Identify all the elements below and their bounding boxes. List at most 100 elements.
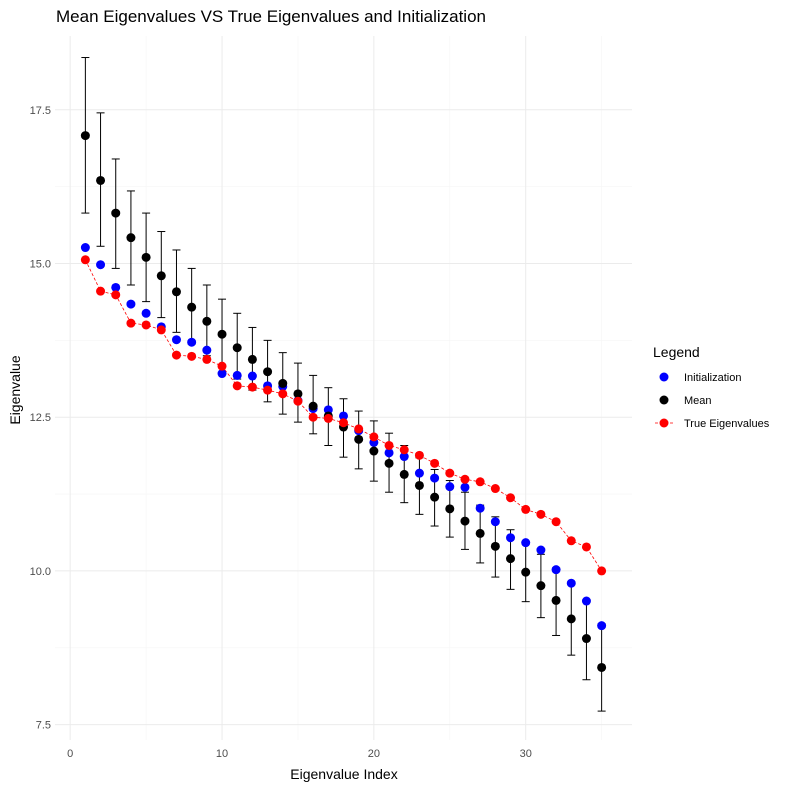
data-points xyxy=(80,131,607,672)
true-eigenvalue-point xyxy=(506,493,516,503)
legend: Legend Initialization Mean True Eigenval… xyxy=(653,344,770,430)
initialization-point xyxy=(521,538,531,548)
initialization-point xyxy=(111,282,121,292)
mean-point xyxy=(111,208,121,218)
true-eigenvalue-point xyxy=(278,389,288,399)
error-bars xyxy=(81,57,606,712)
true-eigenvalue-point xyxy=(475,477,485,487)
true-eigenvalue-point xyxy=(384,440,394,450)
initialization-point xyxy=(399,452,409,462)
y-axis-title: Eigenvalue xyxy=(7,355,23,424)
mean-point xyxy=(399,469,409,479)
true-eigenvalue-point xyxy=(521,504,531,514)
true-eigenvalue-point xyxy=(111,290,121,300)
mean-point xyxy=(293,389,303,399)
mean-point xyxy=(521,567,531,577)
mean-point xyxy=(430,492,440,502)
x-axis-title: Eigenvalue Index xyxy=(290,766,397,782)
true-eigenvalue-point xyxy=(597,566,607,576)
initialization-point xyxy=(247,371,257,381)
true-eigenvalue-point xyxy=(354,424,364,434)
legend-label-initialization: Initialization xyxy=(684,372,741,384)
true-eigenvalue-point xyxy=(126,318,136,328)
initialization-point xyxy=(384,448,394,458)
legend-label-true-eigenvalues: True Eigenvalues xyxy=(684,418,770,430)
series-mean xyxy=(80,131,607,672)
true-eigenvalue-point xyxy=(414,450,424,460)
true-eigenvalue-point xyxy=(171,350,181,360)
legend-key-initialization xyxy=(659,372,669,382)
initialization-point xyxy=(414,468,424,478)
mean-point xyxy=(96,175,106,185)
true-eigenvalue-point xyxy=(581,542,591,552)
mean-point xyxy=(354,434,364,444)
mean-point xyxy=(217,329,227,339)
y-tick-label: 17.5 xyxy=(30,105,51,117)
x-tick-label: 20 xyxy=(368,748,380,760)
x-tick-label: 10 xyxy=(216,748,228,760)
mean-point xyxy=(566,614,576,624)
true-eigenvalue-point xyxy=(96,286,106,296)
legend-key-true-eigenvalues xyxy=(659,418,669,428)
initialization-point xyxy=(217,369,227,379)
true-eigenvalue-point xyxy=(369,432,379,442)
true-eigenvalue-point xyxy=(80,255,90,265)
initialization-point xyxy=(566,578,576,588)
y-tick-label: 12.5 xyxy=(30,412,51,424)
legend-item-mean: Mean xyxy=(659,395,712,407)
true-eigenvalue-point xyxy=(339,418,348,428)
legend-title: Legend xyxy=(653,344,700,360)
mean-point xyxy=(475,528,485,538)
mean-point xyxy=(551,595,561,605)
legend-label-mean: Mean xyxy=(684,395,712,407)
mean-point xyxy=(597,662,607,672)
mean-point xyxy=(536,581,546,591)
chart-title: Mean Eigenvalues VS True Eigenvalues and… xyxy=(56,7,486,26)
true-eigenvalue-point xyxy=(430,458,440,468)
initialization-point xyxy=(126,299,136,309)
mean-point xyxy=(171,287,181,297)
initialization-point xyxy=(475,503,485,513)
initialization-point xyxy=(80,243,90,253)
mean-point xyxy=(445,504,455,514)
initialization-point xyxy=(506,533,516,543)
true-eigenvalue-point xyxy=(187,351,197,361)
true-eigenvalue-point xyxy=(293,396,303,406)
initialization-point xyxy=(536,545,546,555)
series-true-eigenvalues xyxy=(80,255,607,576)
mean-point xyxy=(581,634,591,644)
x-tick-label: 0 xyxy=(67,748,73,760)
mean-point xyxy=(308,401,318,411)
true-eigenvalue-point xyxy=(445,468,455,478)
true-eigenvalue-point xyxy=(247,382,257,392)
initialization-point xyxy=(581,596,591,606)
true-eigenvalue-point xyxy=(202,354,212,364)
mean-point xyxy=(460,516,470,526)
true-eigenvalue-point xyxy=(308,412,318,422)
initialization-point xyxy=(597,621,607,631)
mean-point xyxy=(506,554,516,564)
mean-point xyxy=(187,302,197,312)
mean-point xyxy=(263,367,273,377)
true-eigenvalue-point xyxy=(217,361,227,371)
y-tick-label: 15.0 xyxy=(30,258,51,270)
initialization-point xyxy=(141,308,151,318)
initialization-point xyxy=(445,482,455,492)
initialization-point xyxy=(551,565,561,575)
mean-point xyxy=(278,378,288,388)
y-tick-label: 7.5 xyxy=(36,720,51,732)
true-eigenvalue-point xyxy=(263,385,273,395)
initialization-point xyxy=(490,517,500,527)
true-eigenvalue-point xyxy=(566,536,576,546)
legend-key-mean xyxy=(659,395,669,405)
mean-point xyxy=(384,458,394,468)
mean-point xyxy=(202,316,212,326)
legend-item-true-eigenvalues: True Eigenvalues xyxy=(655,418,770,430)
true-eigenvalue-point xyxy=(399,445,409,455)
initialization-point xyxy=(430,473,440,483)
true-eigenvalue-point xyxy=(490,484,500,494)
true-eigenvalue-point xyxy=(141,320,151,330)
initialization-point xyxy=(323,405,333,415)
mean-point xyxy=(369,446,379,456)
